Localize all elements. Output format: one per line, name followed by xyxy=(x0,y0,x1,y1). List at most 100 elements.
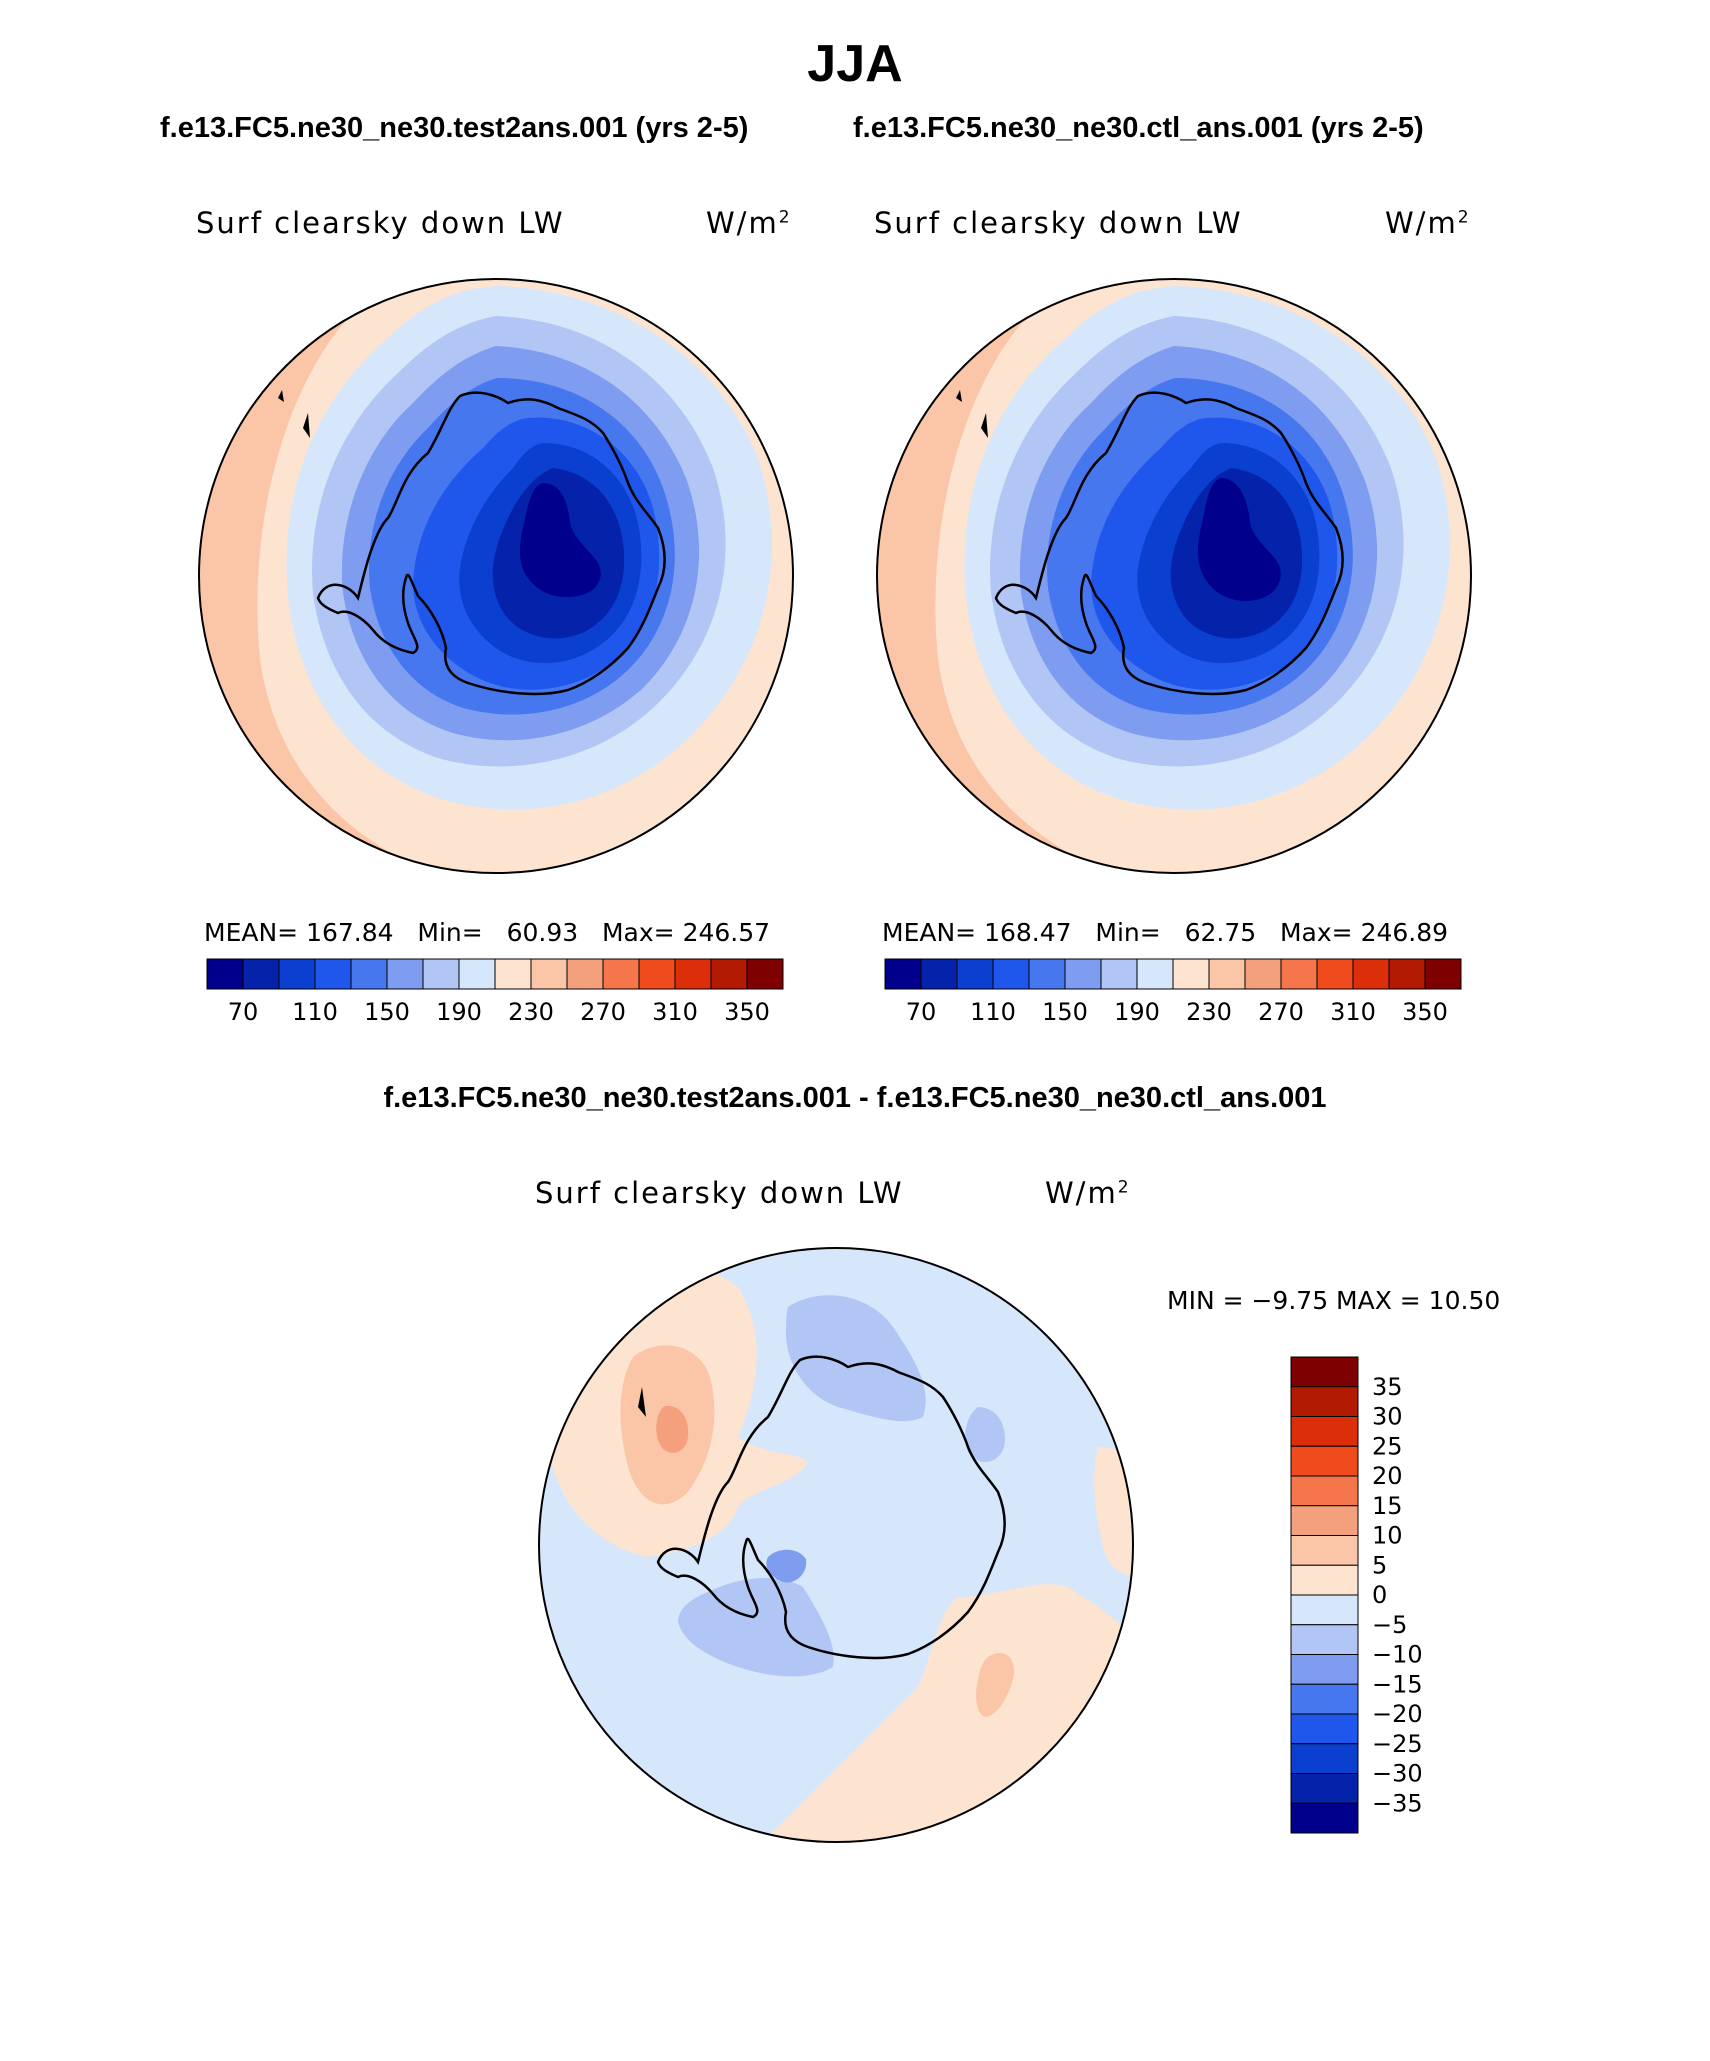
colorbar-swatch xyxy=(530,958,568,990)
polar-map-test xyxy=(198,278,794,874)
colorbar-tick-label: 30 xyxy=(1372,1403,1403,1431)
colorbar-swatch xyxy=(602,958,640,990)
coastline-left xyxy=(316,391,666,696)
colorbar-tick-label: 10 xyxy=(1372,1522,1403,1550)
colorbar-tick-label: 70 xyxy=(906,998,937,1026)
colorbar-swatch xyxy=(458,958,496,990)
colorbar-swatch xyxy=(314,958,352,990)
colorbar-swatch xyxy=(350,958,388,990)
colorbar-swatch xyxy=(638,958,676,990)
diff-min-max: MIN = −9.75 MAX = 10.50 xyxy=(1167,1286,1501,1315)
colorbar-swatch xyxy=(1208,958,1246,990)
map-boundary-right xyxy=(876,278,1472,874)
colorbar-swatch xyxy=(1280,958,1318,990)
colorbar-tick-label: 270 xyxy=(580,998,626,1026)
colorbar-swatch xyxy=(1290,1624,1359,1655)
colorbar-tick-label: 35 xyxy=(1372,1373,1403,1401)
colorbar-swatch xyxy=(1244,958,1282,990)
colorbar-tick-label: −25 xyxy=(1372,1730,1423,1758)
colorbar-swatch xyxy=(1316,958,1354,990)
colorbar-tick-label: −30 xyxy=(1372,1760,1423,1788)
colorbar-tick-label: −35 xyxy=(1372,1789,1423,1817)
difference-title: f.e13.FC5.ne30_ne30.test2ans.001 - f.e13… xyxy=(383,1082,1327,1114)
colorbar-tick-label: 190 xyxy=(1114,998,1160,1026)
colorbar-swatch xyxy=(1388,958,1426,990)
colorbar-tick-label: 5 xyxy=(1372,1551,1387,1579)
colorbar-swatch xyxy=(1290,1594,1359,1626)
colorbar-tick-label: −10 xyxy=(1372,1641,1423,1669)
colorbar-swatch xyxy=(494,958,532,990)
colorbar-right: 70 110 150 190 230 270 310 350 xyxy=(884,958,1462,1026)
colorbar-swatch xyxy=(1100,958,1138,990)
colorbar-swatch xyxy=(746,958,784,990)
stats-right: MEAN= 168.47 Min= 62.75 Max= 246.89 xyxy=(882,918,1449,947)
colorbar-swatch xyxy=(386,958,424,990)
colorbar-swatch xyxy=(566,958,604,990)
colorbar-tick-label: −5 xyxy=(1372,1611,1407,1639)
stats-left: MEAN= 167.84 Min= 60.93 Max= 246.57 xyxy=(204,918,771,947)
coast-islands-left xyxy=(278,390,310,438)
colorbar-swatch xyxy=(1064,958,1102,990)
case-title-test: f.e13.FC5.ne30_ne30.test2ans.001 (yrs 2-… xyxy=(160,112,749,144)
colorbar-tick-label: 110 xyxy=(292,998,338,1026)
variable-label-diff: Surf clearsky down LW xyxy=(535,1176,904,1210)
colorbar-tick-label: −15 xyxy=(1372,1670,1423,1698)
colorbar-tick-label: 110 xyxy=(970,998,1016,1026)
map-boundary-diff xyxy=(538,1247,1134,1843)
colorbar-tick-label: 0 xyxy=(1372,1581,1387,1609)
colorbar-swatch xyxy=(884,958,922,990)
colorbar-swatch xyxy=(710,958,748,990)
variable-label-left: Surf clearsky down LW xyxy=(196,206,565,240)
colorbar-swatch xyxy=(1290,1356,1359,1388)
polar-map-ctl xyxy=(876,278,1472,874)
colorbar-tick-label: 70 xyxy=(228,998,259,1026)
colorbar-tick-label: 20 xyxy=(1372,1462,1403,1490)
colorbar-swatch xyxy=(1290,1505,1359,1536)
colorbar-tick-label: 150 xyxy=(1042,998,1088,1026)
colorbar-tick-label: 230 xyxy=(508,998,554,1026)
colorbar-tick-label: 190 xyxy=(436,998,482,1026)
colorbar-swatch xyxy=(1290,1564,1359,1596)
colorbar-swatch xyxy=(1290,1535,1359,1566)
colorbar-swatch xyxy=(242,958,280,990)
variable-label-right: Surf clearsky down LW xyxy=(874,206,1243,240)
colorbar-swatch xyxy=(1290,1654,1359,1685)
colorbar-swatch xyxy=(1290,1713,1359,1745)
colorbar-tick-label: 25 xyxy=(1372,1432,1403,1460)
colorbar-tick-label: 310 xyxy=(652,998,698,1026)
colorbar-swatch xyxy=(1352,958,1390,990)
colorbar-swatch xyxy=(1290,1416,1359,1447)
colorbar-swatch xyxy=(278,958,316,990)
colorbar-tick-label: 350 xyxy=(1402,998,1448,1026)
field-band-50 xyxy=(520,483,601,598)
colorbar-swatch xyxy=(920,958,958,990)
units-label-left: W/m2 xyxy=(706,206,792,240)
map-boundary-left xyxy=(198,278,794,874)
colorbar-swatch xyxy=(422,958,460,990)
colorbar-swatch xyxy=(1290,1683,1359,1715)
colorbar-tick-label: 230 xyxy=(1186,998,1232,1026)
colorbar-swatch xyxy=(206,958,244,990)
diff-band-neg10 xyxy=(786,1295,926,1422)
colorbar-swatch xyxy=(1290,1386,1359,1417)
colorbar-swatch xyxy=(956,958,994,990)
colorbar-swatch xyxy=(674,958,712,990)
colorbar-swatch xyxy=(1290,1475,1359,1507)
colorbar-swatch xyxy=(1290,1743,1359,1774)
colorbar-swatch xyxy=(1028,958,1066,990)
colorbar-swatch xyxy=(1424,958,1462,990)
colorbar-tick-label: 310 xyxy=(1330,998,1376,1026)
colorbar-tick-label: 150 xyxy=(364,998,410,1026)
diff-band-pos10 xyxy=(656,1406,689,1453)
colorbar-swatch xyxy=(1290,1445,1359,1477)
colorbar-tick-label: 15 xyxy=(1372,1492,1403,1520)
units-label-diff: W/m2 xyxy=(1045,1176,1131,1210)
page-title: JJA xyxy=(807,35,903,93)
colorbar-tick-label: −20 xyxy=(1372,1700,1423,1728)
polar-map-difference xyxy=(538,1247,1134,1843)
colorbar-tick-label: 270 xyxy=(1258,998,1304,1026)
colorbar-swatch xyxy=(1290,1773,1359,1804)
colorbar-swatch xyxy=(1136,958,1174,990)
colorbar-swatch xyxy=(992,958,1030,990)
